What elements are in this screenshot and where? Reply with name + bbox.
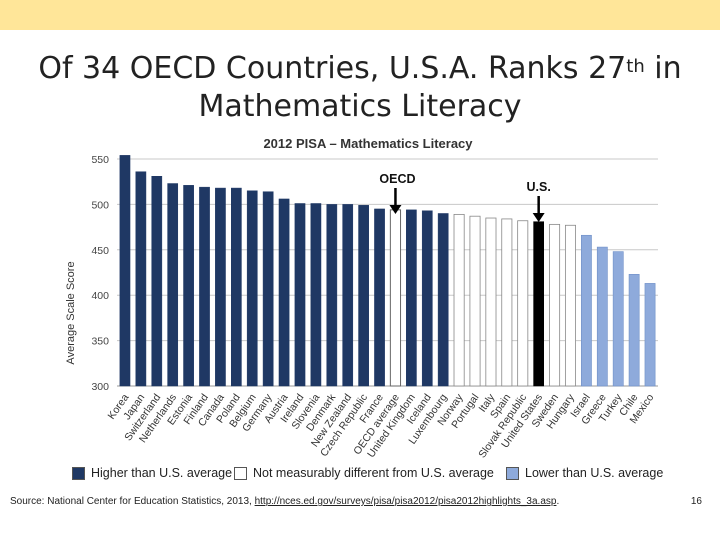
- bar-finland: [199, 186, 210, 387]
- legend-item-higher: Higher than U.S. average: [72, 466, 232, 480]
- bar-united-states: [533, 221, 545, 387]
- source-end: .: [556, 496, 560, 507]
- y-tick-300: 300: [91, 381, 109, 393]
- bar-mexico: [644, 283, 656, 387]
- chart-title: 2012 PISA – Mathematics Literacy: [263, 136, 473, 151]
- bar-turkey: [612, 251, 624, 387]
- bar-netherlands: [167, 183, 179, 387]
- bar-germany: [262, 191, 274, 387]
- bar-switzerland: [151, 176, 163, 387]
- bar-korea: [119, 155, 131, 387]
- annotations: OECD U.S.: [379, 172, 551, 222]
- chart-legend: Higher than U.S. average Not measurably …: [72, 466, 672, 484]
- y-tick-350: 350: [91, 336, 109, 348]
- title-line2-text: Mathematics Literacy: [198, 89, 522, 124]
- bar-new-zealand: [342, 204, 354, 387]
- bar-spain: [501, 218, 513, 387]
- bar-canada: [215, 187, 226, 387]
- bar-slovenia: [310, 203, 322, 387]
- annotation-arrow-head-u-s-: [532, 213, 545, 222]
- bar-ireland: [294, 203, 306, 387]
- bars: [119, 155, 656, 387]
- bar-denmark: [326, 204, 338, 387]
- bar-oecd-average: [389, 209, 402, 387]
- bar-poland: [231, 187, 242, 387]
- bar-portugal: [469, 215, 481, 387]
- y-tick-400: 400: [91, 290, 109, 302]
- y-tick-500: 500: [91, 199, 109, 211]
- y-axis-label: Average Scale Score: [65, 261, 77, 364]
- annotation-label-oecd: OECD: [379, 172, 415, 186]
- legend-swatch-similar: [234, 466, 247, 480]
- title-line1-end: in: [644, 51, 682, 86]
- x-tick-labels: KoreaJapanSwitzerlandNetherlandsEstoniaF…: [106, 391, 657, 460]
- legend-swatch-lower: [506, 466, 519, 480]
- bar-israel: [581, 234, 592, 387]
- bar-united-kingdom: [406, 209, 417, 387]
- bar-france: [374, 208, 385, 387]
- bar-chile: [628, 274, 640, 387]
- legend-label-lower: Lower than U.S. average: [525, 466, 664, 480]
- bar-belgium: [246, 190, 258, 387]
- bar-czech-republic: [358, 205, 369, 387]
- source-link[interactable]: http://nces.ed.gov/surveys/pisa/pisa2012…: [254, 496, 557, 507]
- legend-label-higher: Higher than U.S. average: [91, 466, 233, 480]
- legend-item-lower: Lower than U.S. average: [506, 466, 663, 480]
- bar-austria: [278, 198, 290, 387]
- bar-iceland: [421, 210, 433, 387]
- slide-title: Of 34 OECD Countries, U.S.A. Ranks 27th …: [20, 50, 700, 126]
- bar-luxembourg: [437, 213, 449, 387]
- legend-label-similar: Not measurably different from U.S. avera…: [253, 466, 494, 480]
- source-citation: Source: National Center for Education St…: [10, 496, 559, 507]
- bar-hungary: [564, 224, 576, 387]
- top-accent-bar: [0, 0, 720, 30]
- bar-greece: [596, 246, 608, 387]
- bar-chart: 2012 PISA – Mathematics Literacy Average…: [65, 136, 658, 460]
- legend-item-similar: Not measurably different from U.S. avera…: [234, 466, 494, 480]
- annotation-label-u-s-: U.S.: [527, 180, 551, 194]
- source-text: Source: National Center for Education St…: [10, 496, 255, 507]
- y-tick-550: 550: [91, 154, 109, 166]
- bar-sweden: [549, 223, 561, 387]
- y-tick-labels: 300 350 400 450 500 550: [91, 154, 109, 393]
- legend-swatch-higher: [72, 466, 85, 480]
- bar-norway: [453, 213, 465, 387]
- title-superscript: th: [626, 56, 645, 77]
- bar-japan: [135, 171, 147, 387]
- bar-italy: [485, 217, 497, 387]
- annotation-arrow-head-oecd: [389, 205, 402, 214]
- bar-slovak-republic: [517, 220, 529, 387]
- title-line1-text: Of 34 OECD Countries, U.S.A. Ranks 27: [38, 51, 627, 86]
- bar-estonia: [183, 185, 194, 387]
- gridlines: [117, 158, 658, 387]
- page-number: 16: [690, 496, 702, 507]
- y-tick-450: 450: [91, 245, 109, 257]
